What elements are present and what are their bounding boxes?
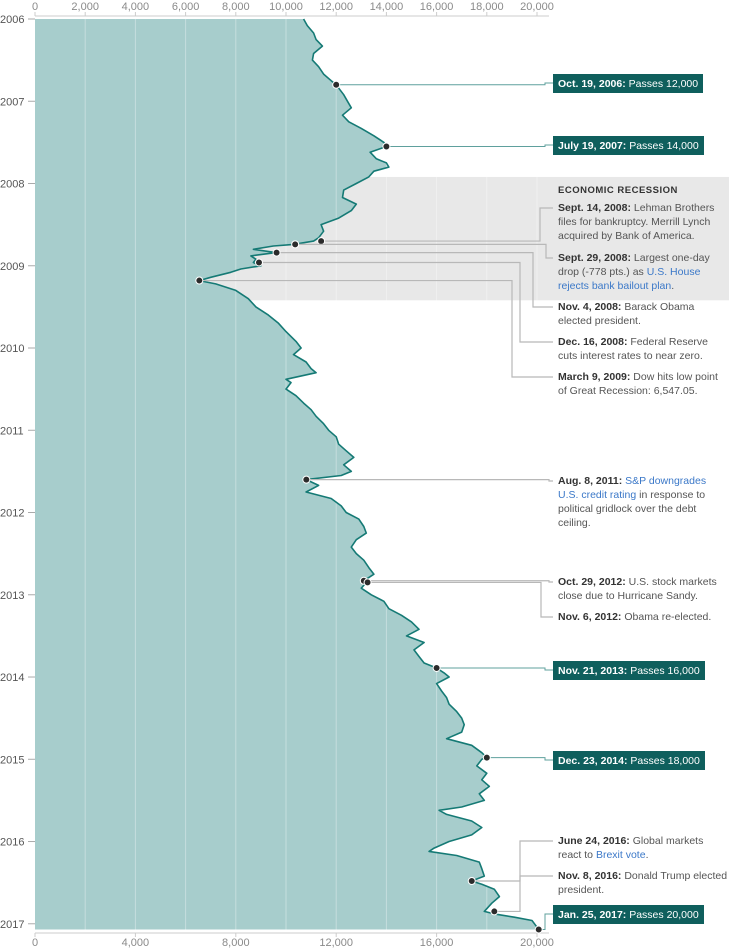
event-link[interactable]: U.S. House rejects bank bailout plan [558,266,701,292]
event-leader [295,243,553,259]
x-tick-label-bottom: 12,000 [319,937,353,949]
event-annotation: March 9, 2009: Dow hits low point of Gre… [558,371,718,397]
milestone-leader [486,757,553,761]
milestone-leader [336,82,553,86]
event-point [195,276,204,285]
milestone-point [482,753,491,762]
event-annotation: Sept. 14, 2008: Lehman Brothers files fo… [558,202,715,242]
event-link[interactable]: Brexit vote [595,849,646,861]
x-tick-label-top: 20,000 [520,1,554,13]
milestone-label: Jan. 25, 2017: Passes 20,000 [553,905,704,924]
x-tick-label-top: 2,000 [71,1,99,13]
year-label: 2013 [0,590,24,602]
event-annotation: Nov. 6, 2012: Obama re-elected. [558,611,712,623]
year-label: 2010 [0,343,24,355]
x-tick-label-bottom: 16,000 [420,937,454,949]
year-label: 2006 [0,14,24,26]
event-annotation: Dec. 16, 2008: Federal Reserve cuts inte… [558,336,709,362]
year-label: 2008 [0,179,24,191]
event-point [272,248,281,257]
year-label: 2016 [0,837,24,849]
year-label: 2014 [0,672,24,684]
milestone-label: Nov. 21, 2013: Passes 16,000 [553,661,705,680]
milestone-point [332,80,341,89]
event-annotation: Oct. 29, 2012: U.S. stock markets close … [558,576,717,602]
recession-title: ECONOMIC RECESSION [558,184,678,196]
x-tick-label-top: 18,000 [470,1,504,13]
event-annotation: Sept. 29, 2008: Largest one-day drop (-7… [558,252,710,292]
event-annotation: Aug. 8, 2011: S&P downgrades U.S. credit… [558,475,707,529]
milestone-point [534,925,543,934]
year-label: 2009 [0,261,24,273]
event-leader [471,840,553,882]
x-tick-label-top: 4,000 [122,1,150,13]
year-label: 2007 [0,96,24,108]
x-tick-label-top: 0 [32,1,38,13]
event-link[interactable]: S&P downgrades U.S. credit rating [558,475,707,501]
event-point [254,258,263,267]
event-point [363,578,372,587]
event-leader [258,261,553,343]
milestone-point [432,663,441,672]
milestone-point [382,142,391,151]
year-label: 2012 [0,508,24,520]
x-tick-label-bottom: 20,000 [520,937,554,949]
dow-line [198,18,540,930]
year-label: 2017 [0,919,24,931]
milestone-leader [436,667,553,671]
x-tick-label-top: 16,000 [420,1,454,13]
event-annotation: Nov. 4, 2008: Barack Obama elected presi… [558,301,695,327]
x-tick-label-bottom: 8,000 [222,937,250,949]
x-tick-label-bottom: 0 [32,937,38,949]
event-leader [321,207,553,242]
event-point [291,240,300,249]
event-point [317,237,326,246]
x-tick-label-top: 10,000 [269,1,303,13]
event-leader [367,581,553,618]
milestone-label: Oct. 19, 2006: Passes 12,000 [553,74,704,93]
event-leader [276,251,553,308]
milestone-label: July 19, 2007: Passes 14,000 [553,136,704,155]
year-label: 2011 [0,425,24,437]
event-leader [199,279,553,378]
year-label: 2015 [0,754,24,766]
event-leader [494,875,553,913]
x-tick-label-top: 6,000 [172,1,200,13]
event-point [467,877,476,886]
x-tick-label-top: 8,000 [222,1,250,13]
x-tick-label-top: 14,000 [370,1,404,13]
event-point [490,907,499,916]
milestone-label: Dec. 23, 2014: Passes 18,000 [553,751,705,770]
milestone-leader [386,144,553,147]
event-leader [306,479,553,482]
event-annotation: Nov. 8, 2016: Donald Trump elected presi… [558,870,728,896]
event-leader [363,580,553,583]
dow-area [35,19,539,930]
x-tick-label-bottom: 4,000 [122,937,150,949]
x-tick-label-top: 12,000 [319,1,353,13]
event-point [302,475,311,484]
event-annotation: June 24, 2016: Global markets react to B… [558,835,704,861]
